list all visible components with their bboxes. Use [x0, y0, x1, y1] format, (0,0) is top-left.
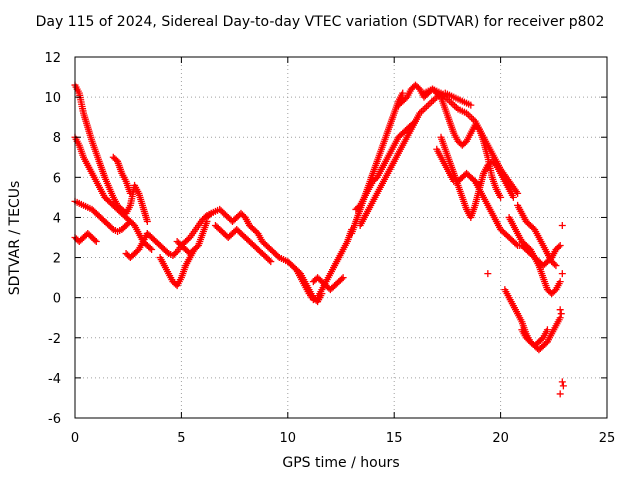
data-point: [143, 217, 151, 225]
y-tick-label: 4: [53, 211, 61, 226]
series-track-22: [505, 213, 564, 298]
series-track-7: [143, 209, 215, 260]
series-track-18: [420, 85, 522, 197]
data-point: [557, 310, 565, 318]
data-point: [338, 275, 346, 283]
x-tick-label: 25: [599, 431, 616, 446]
data-point: [148, 246, 156, 254]
series-track-3: [71, 197, 156, 254]
x-tick-label: 0: [71, 431, 79, 446]
data-point: [108, 224, 116, 232]
data-point: [555, 243, 563, 251]
data-point: [514, 189, 522, 197]
y-tick-label: 10: [44, 91, 61, 106]
series-track-13: [309, 274, 347, 294]
series-track-5: [109, 153, 134, 197]
axis-ticks: 0 5 10 15 20 25 -6 -4 -2 0 2 4 6 8 10 12: [44, 51, 615, 446]
data-point: [552, 262, 560, 270]
chart-title: Day 115 of 2024, Sidereal Day-to-day VTE…: [35, 14, 605, 30]
data-point: [551, 260, 559, 268]
x-tick-label: 10: [280, 431, 297, 446]
data-point: [509, 193, 517, 201]
data-point: [146, 244, 154, 252]
y-tick-label: -4: [48, 372, 61, 387]
x-tick-label: 15: [386, 431, 403, 446]
data-marks: [71, 81, 567, 398]
y-tick-label: 6: [53, 171, 61, 186]
data-point: [558, 378, 566, 386]
series-track-24: [518, 326, 551, 350]
data-point: [206, 211, 214, 219]
series-track-9: [173, 217, 211, 258]
data-point: [556, 242, 564, 250]
y-tick-label: -6: [48, 412, 61, 427]
y-tick-label: 12: [44, 51, 61, 66]
data-point: [556, 306, 564, 314]
y-tick-label: 2: [53, 252, 61, 267]
x-tick-label: 20: [492, 431, 509, 446]
data-point: [559, 382, 567, 390]
data-point: [556, 314, 564, 322]
series-track-19: [437, 133, 517, 221]
series-track-14: [348, 89, 407, 237]
series-isolated: [484, 221, 567, 398]
data-point: [274, 252, 282, 260]
series-track-2: [71, 133, 134, 225]
series-track-11: [211, 221, 275, 266]
series-track-6: [122, 229, 151, 262]
data-point: [267, 258, 275, 266]
series-track-25: [514, 201, 560, 270]
series-track-20: [433, 145, 483, 189]
data-point: [91, 236, 99, 244]
x-axis-label: GPS time / hours: [282, 455, 400, 471]
plot-frame: [74, 56, 608, 419]
data-point: [543, 326, 551, 334]
data-point: [163, 248, 171, 256]
data-point: [126, 189, 134, 197]
data-point: [399, 89, 407, 97]
data-point: [558, 270, 566, 278]
data-point: [556, 390, 564, 398]
data-point: [484, 270, 492, 278]
data-point: [467, 101, 475, 109]
data-point: [497, 193, 505, 201]
data-point: [339, 274, 347, 282]
data-point: [558, 221, 566, 229]
data-point: [92, 238, 100, 246]
x-tick-label: 5: [177, 431, 185, 446]
y-axis-label: SDTVAR / TECUs: [7, 180, 23, 296]
data-point: [556, 278, 564, 286]
data-point: [265, 256, 273, 264]
y-tick-label: 8: [53, 131, 61, 146]
y-tick-label: -2: [48, 332, 61, 347]
data-point: [512, 240, 520, 248]
y-tick-label: 0: [53, 292, 61, 307]
series-track-16: [356, 89, 475, 229]
